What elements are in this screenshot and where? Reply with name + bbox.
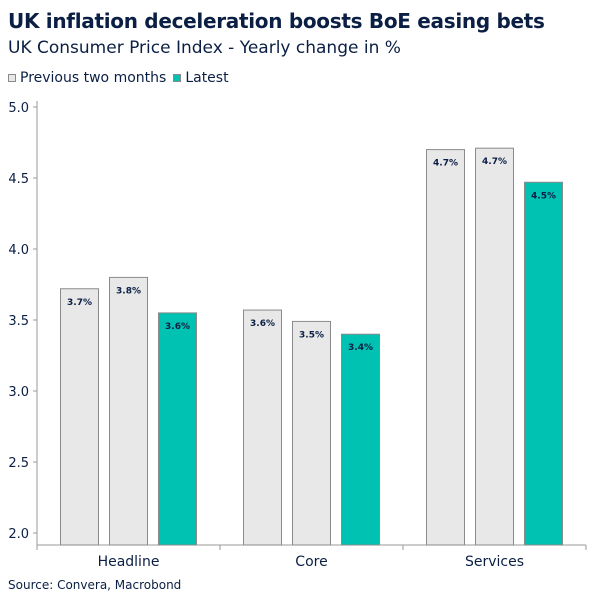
x-tick-label: Core xyxy=(295,554,327,570)
legend: Previous two months Latest xyxy=(8,70,236,86)
bar xyxy=(524,181,563,546)
y-tick-label: 4.0 xyxy=(8,243,29,258)
data-label: 3.8% xyxy=(116,286,141,296)
bar xyxy=(426,149,465,546)
data-label: 4.7% xyxy=(433,159,458,169)
bar xyxy=(158,312,197,546)
y-tick-label: 3.5 xyxy=(8,314,29,329)
bar xyxy=(475,147,514,546)
legend-item-latest: Latest xyxy=(173,70,229,86)
legend-swatch-previous xyxy=(8,74,16,82)
legend-item-previous: Previous two months xyxy=(8,70,166,86)
chart-title: UK inflation deceleration boosts BoE eas… xyxy=(8,9,545,33)
legend-label-latest: Latest xyxy=(185,70,229,86)
legend-swatch-latest xyxy=(173,74,182,82)
data-label: 3.4% xyxy=(348,343,373,353)
data-label: 3.6% xyxy=(165,322,190,332)
data-label: 3.5% xyxy=(299,330,324,340)
x-tick-label: Headline xyxy=(98,554,160,570)
data-label: 3.7% xyxy=(67,298,92,308)
chart-subtitle: UK Consumer Price Index - Yearly change … xyxy=(8,38,401,58)
bar xyxy=(243,309,282,546)
x-tick-label: Services xyxy=(465,554,524,570)
legend-label-previous: Previous two months xyxy=(20,70,167,86)
bar xyxy=(109,276,148,546)
y-tick-label: 2.0 xyxy=(8,527,29,542)
data-label: 3.6% xyxy=(250,319,275,329)
y-tick-label: 4.5 xyxy=(8,172,29,187)
y-tick-label: 5.0 xyxy=(8,101,29,116)
bar xyxy=(292,320,331,546)
bar xyxy=(341,333,380,546)
y-tick-label: 3.0 xyxy=(8,385,29,400)
bar xyxy=(60,288,99,546)
data-label: 4.5% xyxy=(531,191,556,201)
data-label: 4.7% xyxy=(482,157,507,167)
chart-source: Source: Convera, Macrobond xyxy=(8,578,182,592)
y-tick-label: 2.5 xyxy=(8,456,29,471)
